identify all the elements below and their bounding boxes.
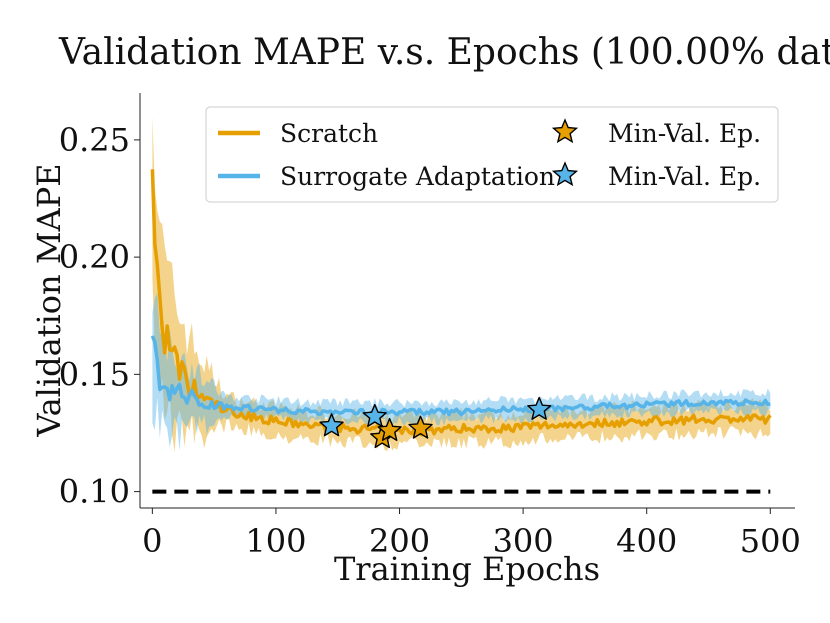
x-tick-label: 0	[142, 522, 162, 560]
min-val-star-scratch-1	[377, 417, 402, 441]
legend-label-surrogate: Surrogate Adaptation	[280, 162, 555, 191]
legend: Scratch Surrogate Adaptation Min-Val. Ep…	[205, 106, 779, 203]
min-val-star-scratch-2	[408, 415, 433, 439]
y-tick-label: 0.10	[59, 473, 130, 511]
line-scratch	[150, 169, 772, 437]
band-surrogate	[152, 292, 771, 451]
legend-label-scratch: Scratch	[280, 119, 378, 148]
y-axis-label: Validation MAPE	[30, 163, 68, 437]
min-val-markers	[319, 396, 552, 449]
chart-title: Validation MAPE v.s. Epochs (100.00% dat…	[58, 32, 830, 73]
min-val-star-surrogate-1	[362, 403, 387, 427]
ticks: 0 100 200 300 400 500 0.10 0.15 0.20 0.25	[59, 121, 801, 560]
y-tick-label: 0.25	[59, 121, 130, 159]
series-lines	[150, 169, 772, 437]
x-tick-label: 200	[369, 522, 430, 560]
line-surrogate	[150, 335, 771, 417]
x-axis-label: Training Epochs	[334, 550, 600, 588]
legend-star-scratch	[551, 118, 579, 144]
min-val-star-surrogate-0	[319, 413, 344, 437]
band-scratch	[152, 116, 771, 453]
x-tick-label: 400	[616, 522, 677, 560]
x-tick-label: 500	[740, 522, 801, 560]
legend-label-minval-scratch: Min-Val. Ep.	[608, 119, 761, 148]
y-tick-label: 0.20	[59, 238, 130, 276]
legend-frame	[205, 106, 779, 203]
legend-label-minval-surrogate: Min-Val. Ep.	[608, 162, 761, 191]
y-tick-label: 0.15	[59, 355, 130, 393]
x-tick-label: 100	[245, 522, 306, 560]
legend-star-surrogate	[551, 161, 579, 187]
min-val-star-surrogate-2	[527, 396, 552, 420]
variance-bands	[152, 116, 771, 453]
x-tick-label: 300	[493, 522, 554, 560]
axes	[139, 93, 795, 509]
